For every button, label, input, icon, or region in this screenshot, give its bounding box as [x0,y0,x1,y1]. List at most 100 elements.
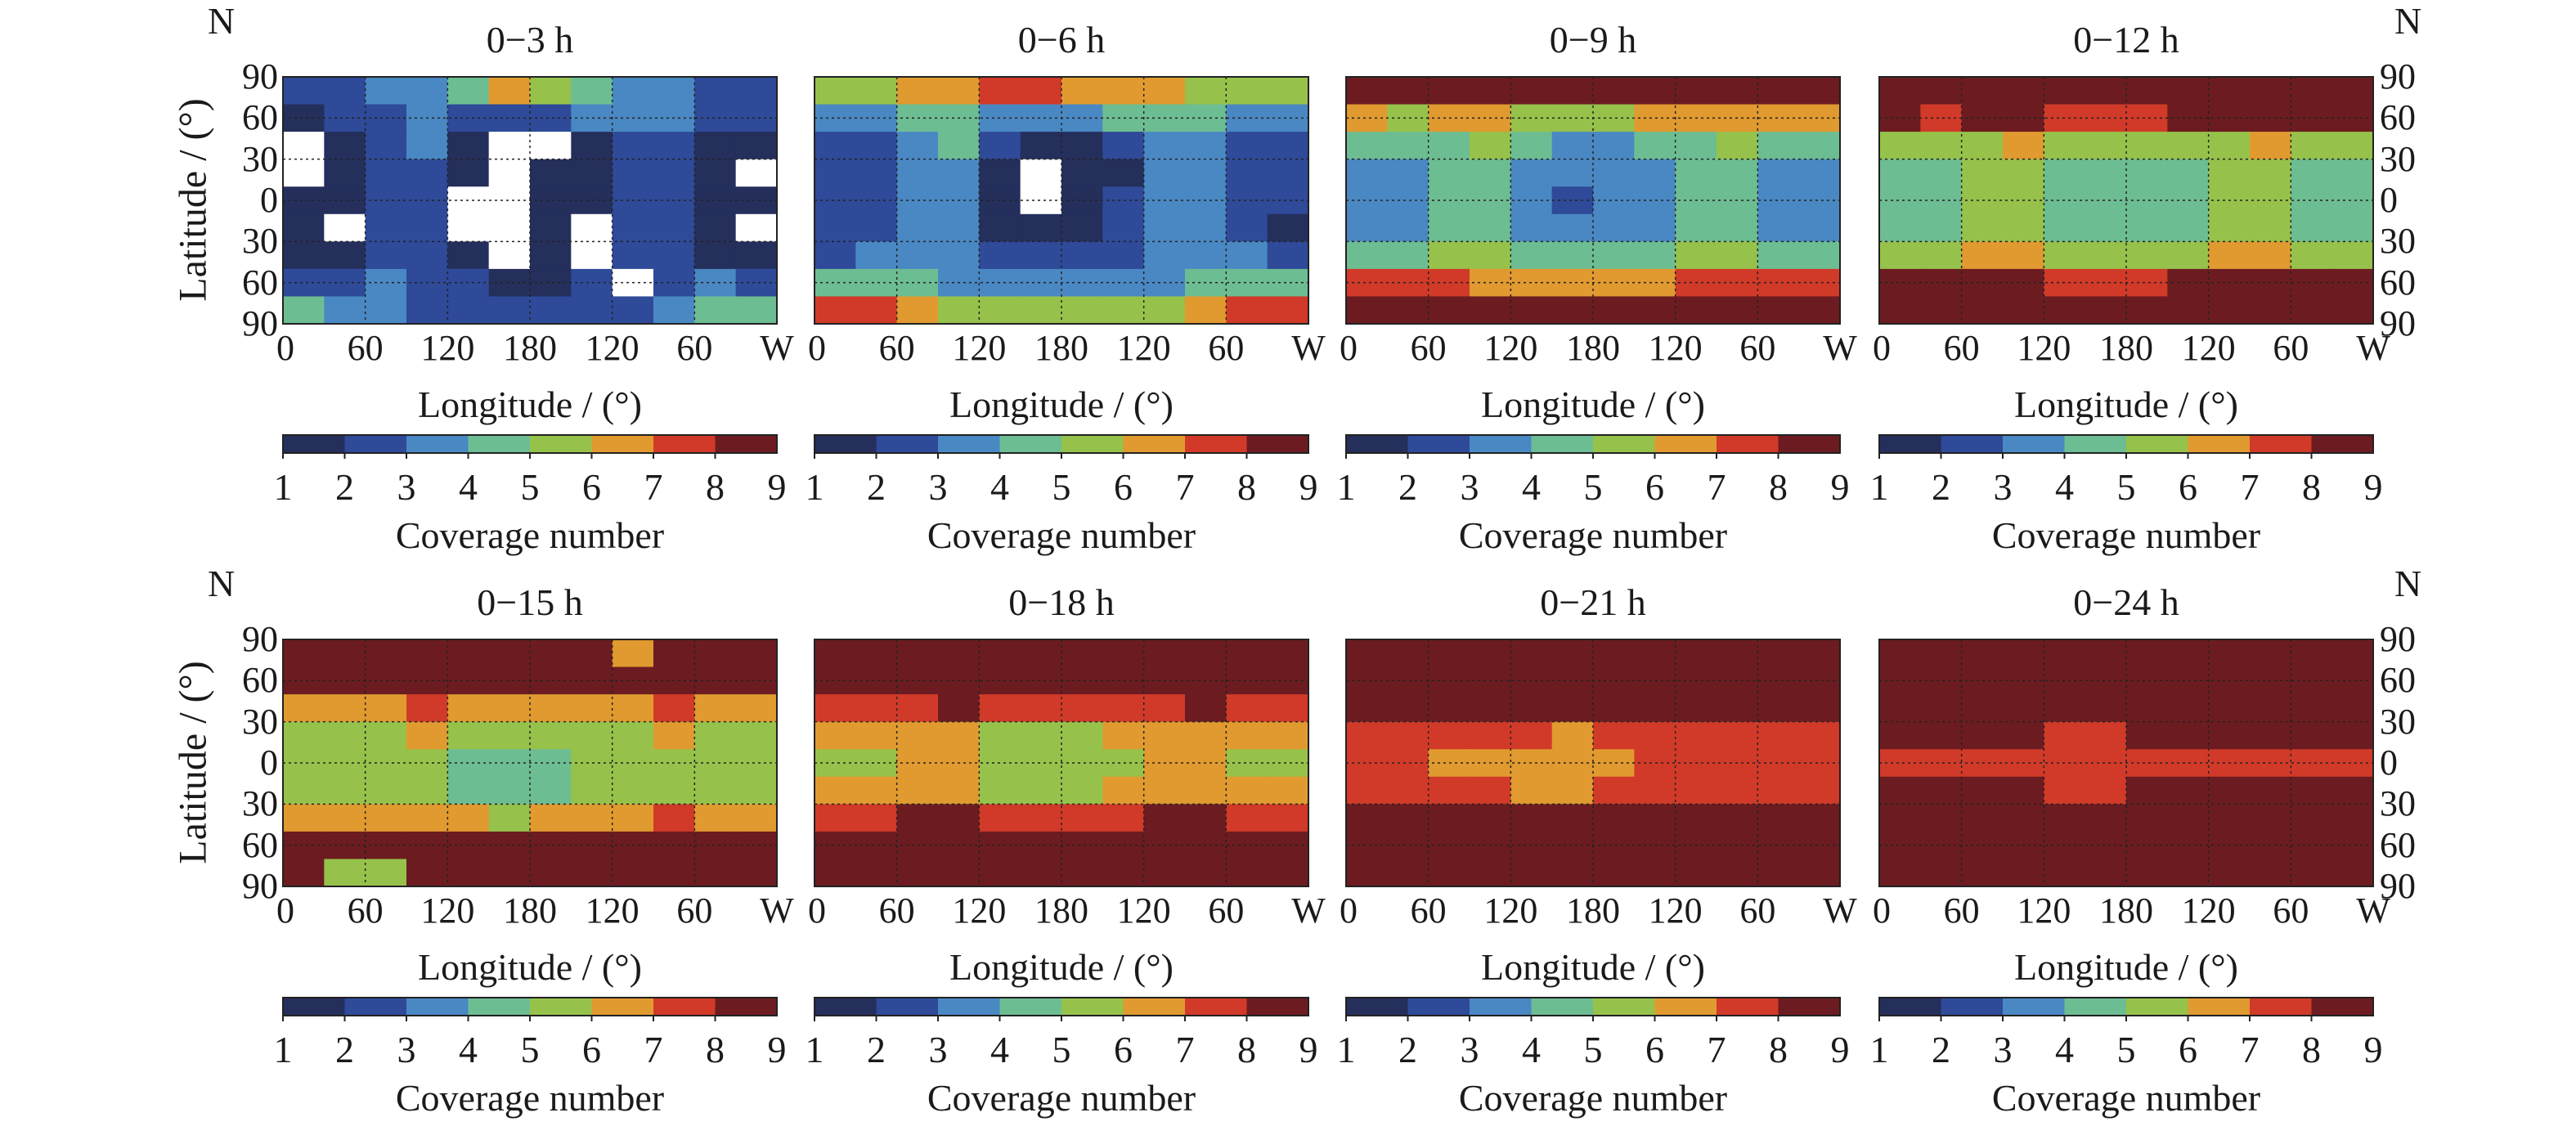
heatmap-cell [530,213,572,242]
heatmap-cell [2331,213,2374,242]
heatmap-cell [1061,804,1103,832]
heatmap-cell [2044,721,2086,750]
heatmap-cell [1920,804,1963,832]
colorbar-segment [1185,998,1247,1016]
lon-tick-label: 60 [1410,328,1447,368]
colorbar [282,997,778,1021]
colorbar-tick-label: 2 [867,466,886,508]
heatmap-cell [1551,241,1594,270]
heatmap-cell [1634,859,1676,887]
heatmap-cell [1061,859,1103,887]
heatmap-cell [1102,776,1145,805]
heatmap-cell [1510,159,1553,187]
colorbar-tick-label: 3 [1993,1029,2013,1070]
heatmap-cell [1226,132,1268,160]
heatmap-cell [2291,77,2333,105]
heatmap-cell [1675,296,1717,325]
heatmap-cell [571,296,613,325]
coverage-map [1345,639,1841,887]
lon-tick-label: 0 [276,328,294,368]
heatmap-cell [1717,776,1758,805]
x-axis-label: Longitude / (°) [418,384,642,425]
heatmap-cell [488,776,531,805]
heatmap-cell [979,241,1021,270]
colorbar-segment [2311,435,2373,453]
heatmap-cell [1267,296,1309,325]
colorbar-label: Coverage number [927,1077,1196,1119]
heatmap-cell [365,804,407,832]
lon-tick-label: 180 [1566,328,1620,368]
heatmap-cell [1226,159,1268,187]
colorbar-segment [530,998,592,1016]
colorbar-tick-label: 9 [1830,466,1850,508]
heatmap-cell [1593,721,1635,750]
lon-tick-label: 60 [1943,328,1980,368]
coverage-map [282,639,778,887]
heatmap-cell [1510,804,1553,832]
heatmap-cell [815,639,856,668]
heatmap-cell [1387,804,1429,832]
heatmap-cell [1470,694,1511,723]
heatmap-cell [447,296,490,325]
colorbar-frame [1345,434,1841,454]
heatmap-cell [1428,77,1470,105]
colorbar-segment [938,998,1000,1016]
heatmap-cell [530,241,572,270]
heatmap-cell [2291,296,2333,325]
heatmap-cell [530,132,572,160]
lat-tick-label: 30 [242,701,278,742]
heatmap-cell [1634,241,1676,270]
colorbar-segment [344,998,406,1016]
heatmap-cell [694,241,737,270]
heatmap-cell [1020,776,1062,805]
heatmap-cell [1510,639,1553,668]
heatmap-cell [1387,639,1429,668]
heatmap-cell [2250,77,2291,105]
heatmap-cell [2044,859,2086,887]
lon-tick-label: 120 [1116,891,1171,931]
lon-tick-label: 0 [1873,891,1891,931]
lon-tick-label: 180 [2099,328,2153,368]
heatmap-cell [324,213,366,242]
colorbar-segment [1061,435,1124,453]
heatmap-cell [1143,241,1186,270]
heatmap-cell [1717,159,1758,187]
colorbar-segment [2250,435,2312,453]
heatmap-cell [855,639,898,668]
colorbar-segment [1941,998,2003,1016]
heatmap-cell [283,77,325,105]
heatmap-cell [1102,721,1145,750]
colorbar-segment [653,998,716,1016]
heatmap-cell [612,804,654,832]
heatmap-cell [2291,159,2333,187]
heatmap-cell [1267,776,1309,805]
colorbar-segment [468,998,530,1016]
heatmap-cell [1798,859,1841,887]
lon-tick-label: 120 [2017,328,2071,368]
heatmap-cell [694,859,737,887]
colorbar-tick-label: 7 [2240,466,2260,508]
heatmap-cell [1428,159,1470,187]
heatmap-cell [2044,159,2086,187]
colorbar-tick-label: 6 [2179,1029,2197,1070]
panel-title: 0−21 h [1540,581,1646,623]
heatmap-cell [324,132,366,160]
heatmap-cell [2003,132,2044,160]
heatmap-cell [2126,241,2168,270]
lat-tick-label: 30 [2380,221,2416,262]
heatmap-cell [1143,859,1186,887]
heatmap-cell [1185,694,1227,723]
colorbar-segment [468,435,530,453]
heatmap-cell [694,721,737,750]
heatmap-cell [1920,159,1963,187]
heatmap-cell [2044,776,2086,805]
heatmap-cell [2208,296,2251,325]
heatmap-cell [1185,859,1227,887]
colorbar-segment [2126,435,2188,453]
y-axis-label: Latitude / (°) [171,661,215,864]
lon-tick-label: 120 [952,328,1007,368]
x-axis-label: Longitude / (°) [2014,946,2238,988]
heatmap-cell [1961,721,2004,750]
lon-tick-label: W [2356,328,2390,368]
colorbar-segment [1123,998,1185,1016]
